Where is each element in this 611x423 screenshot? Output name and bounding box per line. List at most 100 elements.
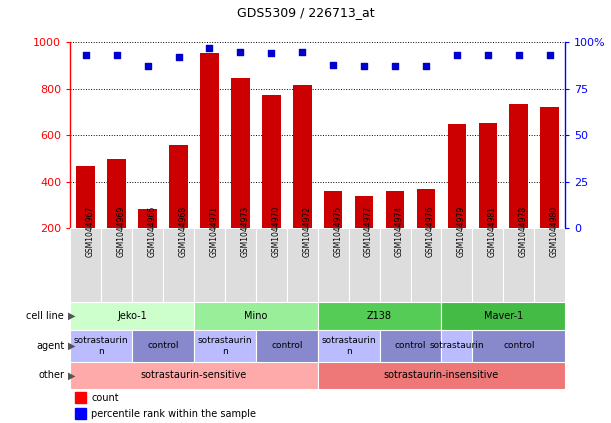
Bar — [318, 228, 349, 302]
Text: GSM1044966: GSM1044966 — [148, 206, 156, 257]
Bar — [472, 228, 503, 302]
Bar — [534, 228, 565, 302]
Bar — [75, 408, 86, 419]
Bar — [194, 330, 256, 362]
Point — [143, 63, 153, 70]
Bar — [70, 302, 194, 330]
Text: control: control — [395, 341, 426, 350]
Bar — [163, 228, 194, 302]
Bar — [411, 228, 442, 302]
Text: percentile rank within the sample: percentile rank within the sample — [91, 409, 256, 419]
Bar — [417, 190, 435, 228]
Text: GSM1044980: GSM1044980 — [550, 206, 558, 257]
Bar — [442, 330, 472, 362]
Point — [112, 52, 122, 59]
Text: GDS5309 / 226713_at: GDS5309 / 226713_at — [236, 6, 375, 19]
Text: GSM1044972: GSM1044972 — [302, 206, 311, 257]
Bar — [442, 228, 472, 302]
Point — [81, 52, 90, 59]
Point — [328, 61, 338, 68]
Bar — [108, 159, 126, 228]
Point — [205, 44, 214, 51]
Text: GSM1044976: GSM1044976 — [426, 206, 435, 257]
Bar — [262, 95, 280, 228]
Bar — [349, 228, 379, 302]
Bar — [510, 104, 528, 228]
Bar — [225, 228, 256, 302]
Point — [298, 48, 307, 55]
Bar — [101, 228, 132, 302]
Point — [452, 52, 462, 59]
Bar — [169, 145, 188, 228]
Text: sotrastaurin: sotrastaurin — [430, 341, 485, 350]
Bar — [472, 330, 565, 362]
Bar — [70, 330, 132, 362]
Bar — [256, 330, 318, 362]
Text: sotrastaurin-insensitive: sotrastaurin-insensitive — [384, 371, 499, 380]
Bar — [541, 107, 559, 228]
Point — [514, 52, 524, 59]
Text: GSM1044977: GSM1044977 — [364, 206, 373, 257]
Text: ▶: ▶ — [68, 371, 76, 380]
Bar — [293, 85, 312, 228]
Bar — [379, 330, 441, 362]
Bar — [324, 191, 343, 228]
Text: GSM1044978: GSM1044978 — [519, 206, 528, 257]
Bar — [138, 209, 157, 228]
Text: sotrastaurin-sensitive: sotrastaurin-sensitive — [141, 371, 247, 380]
Bar — [448, 124, 466, 228]
Text: GSM1044969: GSM1044969 — [117, 206, 126, 257]
Bar — [318, 330, 379, 362]
Bar — [132, 228, 163, 302]
Text: Z138: Z138 — [367, 311, 392, 321]
Point — [545, 52, 555, 59]
Text: cell line: cell line — [26, 311, 64, 321]
Bar — [503, 228, 534, 302]
Point — [390, 63, 400, 70]
Text: Mino: Mino — [244, 311, 268, 321]
Text: GSM1044968: GSM1044968 — [178, 206, 188, 257]
Bar — [132, 330, 194, 362]
Text: control: control — [147, 341, 179, 350]
Text: GSM1044973: GSM1044973 — [240, 206, 249, 257]
Bar — [318, 302, 442, 330]
Bar — [200, 53, 219, 228]
Bar — [231, 78, 250, 228]
Bar — [194, 228, 225, 302]
Bar — [256, 228, 287, 302]
Bar — [194, 302, 318, 330]
Text: sotrastaurin
n: sotrastaurin n — [321, 336, 376, 355]
Text: ▶: ▶ — [68, 341, 76, 351]
Text: count: count — [91, 393, 119, 403]
Text: ▶: ▶ — [68, 311, 76, 321]
Text: control: control — [271, 341, 302, 350]
Text: GSM1044967: GSM1044967 — [86, 206, 95, 257]
Bar — [70, 362, 318, 389]
Text: sotrastaurin
n: sotrastaurin n — [74, 336, 128, 355]
Point — [235, 48, 245, 55]
Point — [483, 52, 492, 59]
Text: GSM1044970: GSM1044970 — [271, 206, 280, 257]
Point — [266, 50, 276, 57]
Bar — [287, 228, 318, 302]
Text: other: other — [38, 371, 64, 380]
Bar — [318, 362, 565, 389]
Point — [421, 63, 431, 70]
Text: GSM1044975: GSM1044975 — [333, 206, 342, 257]
Text: GSM1044979: GSM1044979 — [457, 206, 466, 257]
Bar — [70, 228, 101, 302]
Text: Maver-1: Maver-1 — [484, 311, 523, 321]
Point — [174, 54, 183, 60]
Text: Jeko-1: Jeko-1 — [117, 311, 147, 321]
Text: agent: agent — [36, 341, 64, 351]
Bar — [386, 191, 404, 228]
Bar — [478, 123, 497, 228]
Text: GSM1044971: GSM1044971 — [210, 206, 219, 257]
Bar — [355, 196, 373, 228]
Text: GSM1044974: GSM1044974 — [395, 206, 404, 257]
Text: sotrastaurin
n: sotrastaurin n — [197, 336, 252, 355]
Bar — [442, 302, 565, 330]
Point — [359, 63, 369, 70]
Text: control: control — [503, 341, 535, 350]
Bar — [75, 393, 86, 404]
